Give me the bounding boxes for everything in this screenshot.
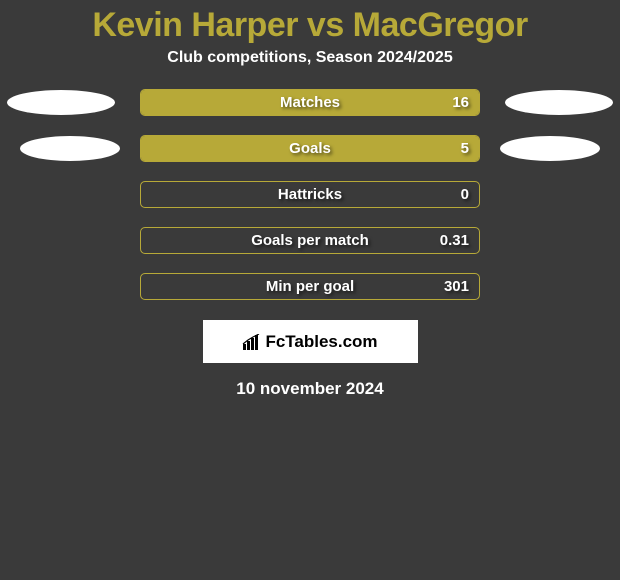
stat-label: Goals per match	[141, 232, 479, 249]
stat-bar: Hattricks0	[140, 181, 480, 208]
subtitle: Club competitions, Season 2024/2025	[0, 49, 620, 89]
logo-text: FcTables.com	[265, 332, 377, 352]
logo-bars-icon	[242, 334, 262, 350]
stat-row: Min per goal301	[0, 273, 620, 300]
stat-label: Matches	[141, 94, 479, 111]
stat-row: Hattricks0	[0, 181, 620, 208]
stat-value: 0.31	[440, 232, 469, 249]
stat-value: 16	[452, 94, 469, 111]
stat-value: 301	[444, 278, 469, 295]
stats-rows: Matches16 Goals5 Hattricks0 Goals per match…	[0, 89, 620, 300]
stat-label: Min per goal	[141, 278, 479, 295]
ellipse-right	[505, 90, 613, 115]
stat-row: Goals per match0.31	[0, 227, 620, 254]
stat-label: Goals	[141, 140, 479, 157]
ellipse-right	[500, 136, 600, 161]
stat-bar: Goals per match0.31	[140, 227, 480, 254]
stat-row: Goals5	[0, 135, 620, 162]
stat-value: 5	[461, 140, 469, 157]
stat-label: Hattricks	[141, 186, 479, 203]
ellipse-left	[7, 90, 115, 115]
page-title: Kevin Harper vs MacGregor	[0, 0, 620, 49]
stat-bar: Matches16	[140, 89, 480, 116]
stat-bar: Goals5	[140, 135, 480, 162]
logo-box: FcTables.com	[203, 320, 418, 363]
stat-row: Matches16	[0, 89, 620, 116]
ellipse-left	[20, 136, 120, 161]
stat-value: 0	[461, 186, 469, 203]
stat-bar: Min per goal301	[140, 273, 480, 300]
date-text: 10 november 2024	[0, 379, 620, 399]
